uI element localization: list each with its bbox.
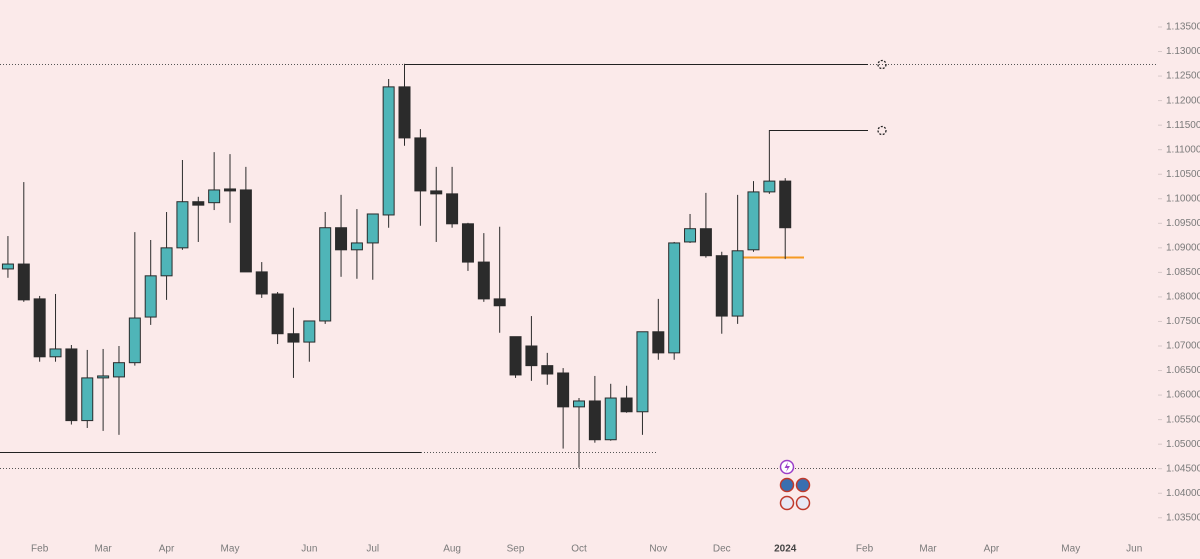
candle-body: [160, 247, 173, 277]
candle-body: [49, 348, 62, 358]
x-tick-label: May: [221, 544, 240, 555]
event-icon[interactable]: [795, 477, 811, 493]
candle-body: [208, 189, 221, 204]
x-tick-label: Dec: [713, 544, 731, 555]
x-tick-label: Feb: [856, 544, 874, 555]
candle-body: [398, 86, 411, 139]
candle-body: [461, 223, 474, 263]
candle-body: [192, 201, 205, 206]
candle-body: [763, 180, 776, 193]
y-tick-label: 1.05500: [1166, 414, 1200, 425]
candle-body: [239, 189, 252, 273]
candle-body: [652, 331, 665, 354]
y-tick-label: 1.06000: [1166, 390, 1200, 401]
candle-body: [779, 180, 792, 229]
candle-body: [287, 333, 300, 343]
x-tick-label: Apr: [984, 544, 1000, 555]
candle-body: [557, 372, 570, 408]
x-tick-label: Nov: [649, 544, 667, 555]
x-tick-label: Jun: [301, 544, 317, 555]
y-tick-label: 1.11500: [1166, 120, 1200, 131]
y-tick-label: 1.09000: [1166, 242, 1200, 253]
candle-body: [1, 263, 14, 270]
candle-body: [271, 293, 284, 335]
candle-body: [144, 275, 157, 318]
candle-body: [224, 188, 237, 192]
y-tick-label: 1.13000: [1166, 46, 1200, 57]
y-tick-label: 1.03500: [1166, 512, 1200, 523]
candle-body: [509, 336, 522, 376]
candle-body: [33, 298, 46, 358]
x-tick-label: Aug: [443, 544, 461, 555]
alert-icon: [877, 125, 887, 136]
x-tick-label: Jul: [366, 544, 379, 555]
y-tick-label: 1.05000: [1166, 439, 1200, 450]
x-tick-label: 2024: [774, 544, 797, 555]
candle-body: [382, 86, 395, 216]
candle-body: [65, 348, 78, 422]
candle-body: [303, 320, 316, 343]
candle-body: [17, 263, 30, 301]
y-tick-label: 1.07500: [1166, 316, 1200, 327]
x-tick-label: Jun: [1126, 544, 1142, 555]
candle-body: [477, 261, 490, 300]
candle-body: [715, 255, 728, 317]
y-tick-label: 1.04000: [1166, 488, 1200, 499]
candle-body: [430, 190, 443, 195]
y-tick-label: 1.10000: [1166, 193, 1200, 204]
candle-body: [747, 191, 760, 251]
x-tick-label: Mar: [94, 544, 112, 555]
y-tick-label: 1.04500: [1166, 463, 1200, 474]
alert-icon: [877, 59, 887, 70]
candle-body: [620, 397, 633, 413]
candle-body: [684, 228, 697, 243]
candle-body: [128, 317, 141, 364]
x-tick-label: Mar: [919, 544, 937, 555]
candle-body: [176, 201, 189, 249]
candle-body: [636, 331, 649, 413]
y-tick-label: 1.12500: [1166, 71, 1200, 82]
candle-body: [731, 250, 744, 317]
candle-body: [97, 375, 110, 379]
y-tick-label: 1.06500: [1166, 365, 1200, 376]
x-tick-label: Apr: [159, 544, 175, 555]
x-tick-label: Oct: [571, 544, 587, 555]
y-tick-label: 1.10500: [1166, 169, 1200, 180]
y-tick-label: 1.11000: [1166, 144, 1200, 155]
x-tick-label: Feb: [31, 544, 49, 555]
event-icon[interactable]: [795, 495, 811, 511]
y-tick-label: 1.13500: [1166, 22, 1200, 33]
x-tick-label: May: [1061, 544, 1080, 555]
y-tick-label: 1.08500: [1166, 267, 1200, 278]
y-tick-label: 1.09500: [1166, 218, 1200, 229]
candle-body: [604, 397, 617, 441]
y-tick-label: 1.12000: [1166, 95, 1200, 106]
candle-body: [255, 271, 268, 295]
candle-body: [112, 362, 125, 378]
candle-body: [319, 227, 332, 322]
candle-body: [699, 228, 712, 257]
candle-body: [588, 400, 601, 441]
candle-body: [335, 227, 348, 251]
candle-body: [81, 377, 94, 422]
candle-body: [525, 345, 538, 367]
y-tick-label: 1.07000: [1166, 341, 1200, 352]
event-icons: [779, 459, 811, 511]
event-icon[interactable]: [779, 477, 795, 493]
candle-body: [541, 365, 554, 375]
x-tick-label: Sep: [507, 544, 525, 555]
candle-body: [414, 137, 427, 192]
event-icon[interactable]: [779, 495, 795, 511]
candle-body: [366, 213, 379, 244]
candle-body: [493, 298, 506, 307]
candle-body: [446, 193, 459, 225]
candle-body: [573, 400, 585, 408]
candle-body: [350, 242, 363, 251]
event-icon-glyph: [784, 462, 790, 472]
y-tick-label: 1.08000: [1166, 292, 1200, 303]
candle-body: [668, 242, 681, 354]
